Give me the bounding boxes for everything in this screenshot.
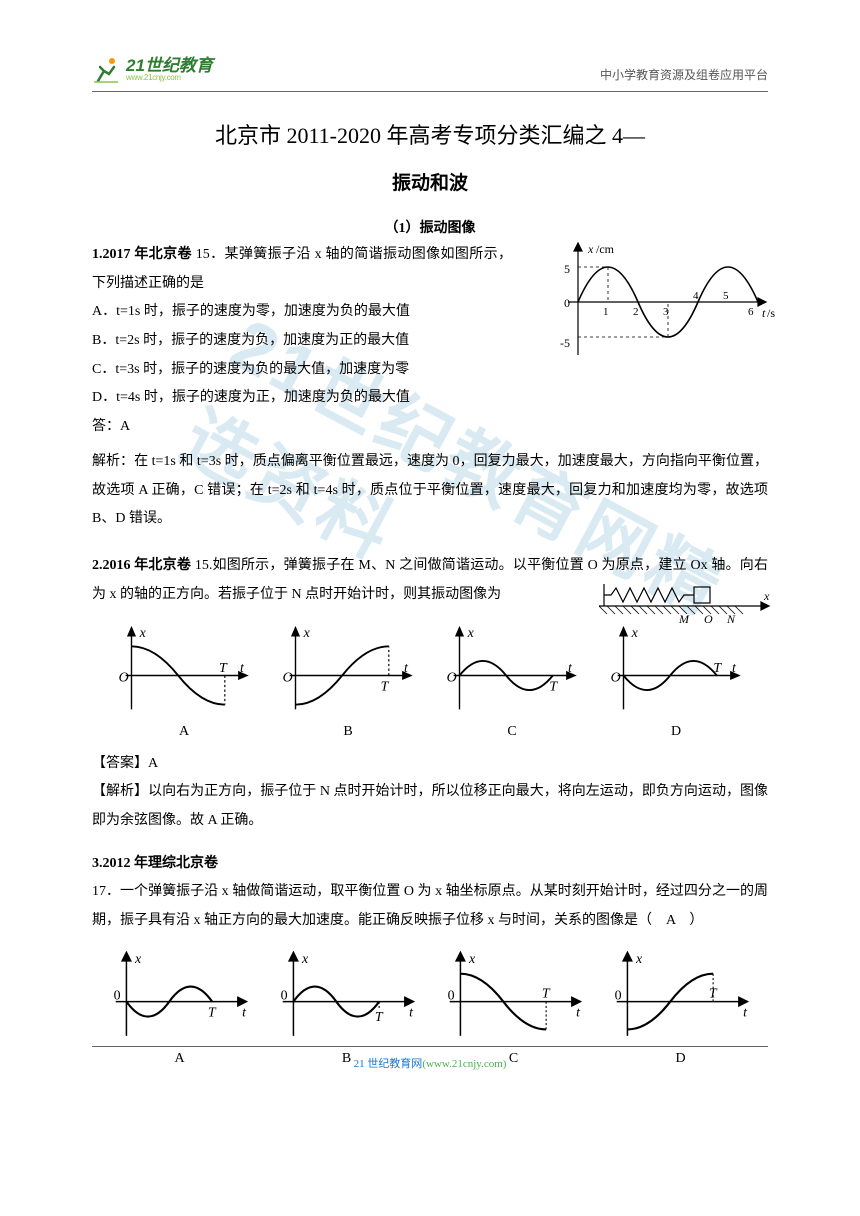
q2-option-b: x t T O B (278, 623, 418, 739)
svg-text:N: N (726, 612, 736, 624)
q1-answer: 答：A (92, 413, 768, 442)
svg-text:t: t (242, 1005, 247, 1020)
q3-stem: 17．一个弹簧振子沿 x 轴做简谐运动，取平衡位置 O 为 x 轴坐标原点。从某… (92, 878, 768, 935)
q1-option-b: B．t=2s 时，振子的速度为负，加速度为正的最大值 (92, 327, 512, 356)
q3-opt-label-c: C (439, 1051, 589, 1067)
svg-text:O: O (283, 671, 293, 686)
svg-text:/s: /s (767, 306, 775, 320)
runner-icon (92, 55, 120, 83)
svg-text:0: 0 (564, 296, 570, 310)
svg-text:x: x (587, 242, 594, 256)
svg-text:x: x (631, 626, 639, 641)
svg-text:T: T (549, 680, 558, 695)
q1-option-a: A．t=1s 时，振子的速度为零，加速度为负的最大值 (92, 298, 512, 327)
question-1: x /cm t /s 5 0 -5 12 34 56 (92, 241, 768, 534)
svg-text:x: x (300, 952, 308, 967)
q1-option-c: C．t=3s 时，振子的速度为负的最大值，加速度为零 (92, 356, 512, 385)
svg-text:5: 5 (564, 262, 570, 276)
logo-text: 21世纪教育 (126, 57, 213, 74)
q2-explanation: 【解析】以向右为正方向，振子位于 N 点时开始计时，所以位移正向最大，将向左运动… (92, 778, 768, 835)
header-right-text: 中小学教育资源及组卷应用平台 (600, 66, 768, 83)
svg-text:2: 2 (633, 306, 639, 318)
svg-text:t: t (576, 1005, 581, 1020)
svg-text:t: t (743, 1005, 748, 1020)
opt-label-a: A (114, 724, 254, 740)
svg-text:x: x (467, 952, 475, 967)
opt-label-d: D (606, 724, 746, 740)
svg-text:T: T (708, 986, 717, 1001)
q3-options: x t T 0 A x (92, 948, 768, 1067)
q1-source: 1.2017 年北京卷 (92, 247, 192, 262)
svg-text:0: 0 (280, 988, 287, 1003)
page-header: 21世纪教育 www.21cnjy.com 中小学教育资源及组卷应用平台 (92, 48, 768, 92)
svg-text:T: T (713, 661, 722, 676)
svg-text:x: x (133, 952, 141, 967)
svg-text:O: O (611, 671, 621, 686)
svg-text:O: O (704, 612, 713, 624)
logo: 21世纪教育 www.21cnjy.com (92, 55, 213, 83)
logo-url: www.21cnjy.com (126, 74, 213, 82)
q1-chart: x /cm t /s 5 0 -5 12 34 56 (548, 237, 778, 367)
svg-text:x: x (634, 952, 642, 967)
q3-opt-label-d: D (606, 1051, 756, 1067)
q1-option-d: D．t=4s 时，振子的速度为正，加速度为负的最大值 (92, 384, 512, 413)
q3-opt-label-b: B (272, 1051, 422, 1067)
svg-text:T: T (381, 680, 390, 695)
svg-text:O: O (119, 671, 129, 686)
svg-text:x: x (139, 626, 147, 641)
q3-option-d: x t T 0 D (606, 948, 756, 1067)
q3-option-a: x t T 0 A (105, 948, 255, 1067)
question-2: x M O N 2.2016 年北京卷 15.如图所示，弹簧振子在 M、N 之间… (92, 552, 768, 836)
q2-option-c: x t T O C (442, 623, 582, 739)
svg-text:x: x (303, 626, 311, 641)
svg-text:t: t (762, 306, 766, 320)
page-subtitle: 振动和波 (92, 168, 768, 195)
svg-text:5: 5 (723, 290, 729, 302)
q1-explanation: 解析：在 t=1s 和 t=3s 时，质点偏离平衡位置最远，速度为 0，回复力最… (92, 448, 768, 534)
q2-option-d: x t T O D (606, 623, 746, 739)
q2-option-a: x t T O A (114, 623, 254, 739)
svg-text:-5: -5 (560, 336, 570, 350)
svg-text:0: 0 (447, 988, 454, 1003)
svg-text:t: t (409, 1005, 414, 1020)
svg-text:0: 0 (113, 988, 120, 1003)
svg-text:T: T (207, 1005, 216, 1020)
opt-label-c: C (442, 724, 582, 740)
q2-source: 2.2016 年北京卷 (92, 558, 191, 573)
svg-text:O: O (447, 671, 457, 686)
q2-answer: 【答案】A (92, 750, 768, 779)
svg-text:x: x (763, 589, 770, 603)
q2-options: x t T O A x (92, 623, 768, 739)
section-title: （1）振动图像 (92, 217, 768, 237)
svg-text:T: T (541, 986, 550, 1001)
page-title: 北京市 2011-2020 年高考专项分类汇编之 4— (92, 118, 768, 150)
q3-option-b: x t T 0 B (272, 948, 422, 1067)
svg-text:T: T (219, 661, 228, 676)
opt-label-b: B (278, 724, 418, 740)
q2-schematic: x M O N (599, 580, 774, 624)
svg-text:6: 6 (748, 306, 754, 318)
svg-text:0: 0 (614, 988, 621, 1003)
svg-text:x: x (467, 626, 475, 641)
svg-text:/cm: /cm (596, 242, 615, 256)
q3-option-c: x t T 0 C (439, 948, 589, 1067)
q3-source: 3.2012 年理综北京卷 (92, 850, 768, 879)
question-3: 3.2012 年理综北京卷 17．一个弹簧振子沿 x 轴做简谐运动，取平衡位置 … (92, 850, 768, 1067)
svg-text:1: 1 (603, 306, 609, 318)
svg-text:T: T (374, 1010, 383, 1025)
q3-opt-label-a: A (105, 1051, 255, 1067)
svg-text:M: M (678, 612, 690, 624)
